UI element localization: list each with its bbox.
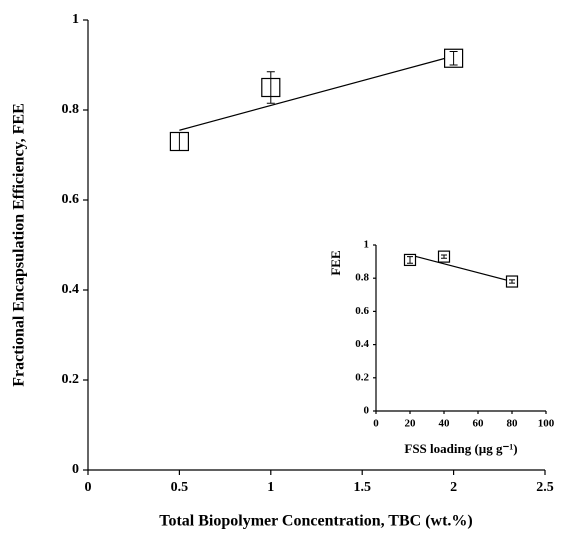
x-tick-label: 0: [373, 417, 379, 429]
error-bar: [449, 51, 458, 66]
error-bar: [266, 71, 275, 104]
error-bar: [441, 254, 447, 259]
x-tick-label: 60: [473, 417, 485, 429]
x-tick-label: 40: [439, 417, 451, 429]
x-tick-label: 1: [267, 480, 274, 495]
x-tick-label: 100: [538, 417, 555, 429]
trend-line: [409, 254, 513, 283]
y-tick-label: 0: [364, 405, 370, 417]
y-tick-label: 0.2: [62, 372, 80, 387]
error-bar: [407, 256, 413, 264]
error-bar: [509, 279, 515, 284]
y-tick-label: 0.4: [62, 282, 80, 297]
y-tick-label: 0.2: [355, 371, 369, 383]
x-tick-label: 1.5: [353, 480, 371, 495]
x-tick-label: 20: [405, 417, 417, 429]
error-bar: [175, 132, 184, 151]
y-tick-label: 0.8: [355, 272, 369, 284]
y-tick-label: 0.8: [62, 102, 80, 117]
y-tick-label: 0.4: [355, 338, 369, 350]
y-tick-label: 1: [72, 12, 79, 27]
x-tick-label: 0.5: [171, 480, 189, 495]
inset-frame: [336, 237, 556, 453]
y-axis-label: Fractional Encapsulation Efficiency, FEE: [11, 103, 28, 387]
x-tick-label: 2.5: [536, 480, 554, 495]
x-tick-label: 0: [85, 480, 92, 495]
x-tick-label: 80: [507, 417, 519, 429]
y-tick-label: 0: [72, 462, 79, 477]
x-axis-label: FSS loading (µg g⁻¹): [404, 441, 517, 456]
y-tick-label: 1: [364, 239, 370, 251]
y-tick-label: 0.6: [62, 192, 80, 207]
x-axis-label: Total Biopolymer Concentration, TBC (wt.…: [159, 513, 472, 530]
trend-line: [179, 55, 454, 131]
x-tick-label: 2: [450, 480, 457, 495]
y-tick-label: 0.6: [355, 305, 369, 317]
y-axis-label: FEE: [328, 250, 343, 275]
